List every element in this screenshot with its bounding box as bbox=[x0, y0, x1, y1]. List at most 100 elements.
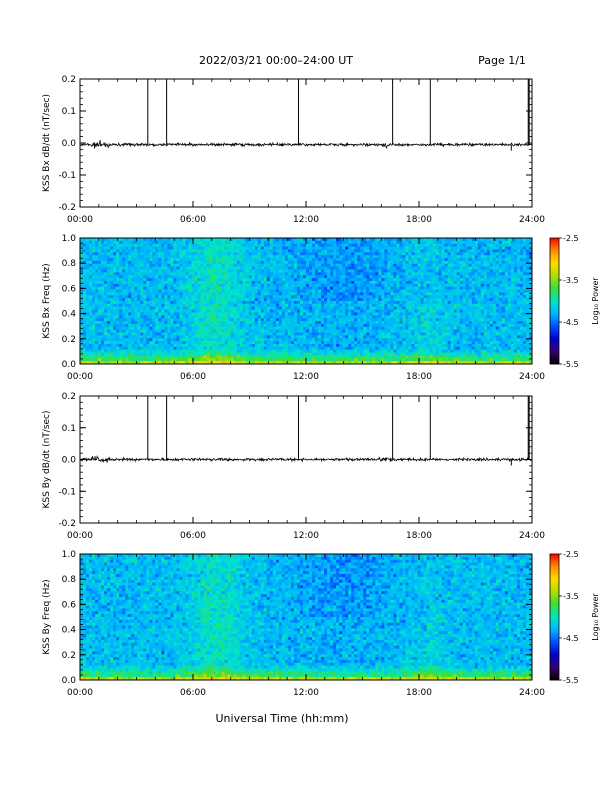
heatmap-cell bbox=[330, 318, 334, 322]
heatmap-cell bbox=[98, 298, 102, 302]
heatmap-cell bbox=[152, 295, 156, 299]
heatmap-cell bbox=[414, 286, 418, 290]
heatmap-cell bbox=[312, 323, 316, 328]
heatmap-cell bbox=[161, 255, 165, 259]
heatmap-cell bbox=[146, 260, 150, 265]
heatmap-cell bbox=[324, 272, 328, 276]
heatmap-cell bbox=[444, 263, 449, 268]
heatmap-cell bbox=[200, 266, 204, 270]
heatmap-cell bbox=[444, 252, 449, 256]
heatmap-cell bbox=[131, 258, 135, 262]
heatmap-cell bbox=[194, 252, 198, 256]
heatmap-cell bbox=[375, 306, 379, 310]
heatmap-cell bbox=[194, 258, 198, 262]
heatmap-cell bbox=[450, 301, 455, 305]
heatmap-cell bbox=[501, 289, 506, 293]
heatmap-cell bbox=[465, 306, 470, 310]
heatmap-cell bbox=[155, 269, 159, 273]
heatmap-cell bbox=[167, 292, 171, 296]
heatmap-cell bbox=[414, 289, 418, 293]
heatmap-cell bbox=[302, 252, 307, 256]
heatmap-cell bbox=[468, 243, 473, 247]
heatmap-cell bbox=[510, 303, 515, 308]
heatmap-cell bbox=[336, 240, 340, 245]
heatmap-cell bbox=[357, 303, 361, 308]
heatmap-cell bbox=[441, 286, 446, 290]
heatmap-cell bbox=[173, 306, 177, 310]
heatmap-cell bbox=[119, 295, 123, 299]
heatmap-cell bbox=[405, 312, 409, 316]
heatmap-cell bbox=[453, 298, 458, 302]
heatmap-cell bbox=[456, 275, 461, 279]
heatmap-cell bbox=[366, 260, 370, 265]
heatmap-cell bbox=[119, 303, 123, 308]
heatmap-cell bbox=[321, 306, 325, 310]
heatmap-cell bbox=[408, 255, 412, 259]
heatmap-cell bbox=[456, 326, 461, 331]
heatmap-cell bbox=[477, 303, 482, 308]
heatmap-cell bbox=[134, 258, 138, 262]
heatmap-cell bbox=[444, 283, 449, 288]
heatmap-cell bbox=[134, 266, 138, 270]
heatmap-cell bbox=[215, 289, 220, 293]
heatmap-cell bbox=[465, 280, 470, 285]
heatmap-cell bbox=[209, 315, 213, 319]
heatmap-cell bbox=[414, 266, 418, 270]
heatmap-cell bbox=[296, 240, 301, 245]
heatmap-cell bbox=[209, 260, 213, 265]
heatmap-cell bbox=[345, 252, 349, 256]
heatmap-cell bbox=[248, 309, 253, 313]
heatmap-cell bbox=[167, 286, 171, 290]
heatmap-cell bbox=[233, 318, 238, 322]
heatmap-cell bbox=[345, 266, 349, 270]
heatmap-cell bbox=[143, 246, 147, 250]
heatmap-cell bbox=[384, 246, 388, 250]
heatmap-cell bbox=[134, 272, 138, 276]
heatmap-cell bbox=[384, 249, 388, 253]
heatmap-cell bbox=[281, 278, 286, 282]
heatmap-cell bbox=[230, 306, 235, 310]
heatmap-cell bbox=[513, 266, 518, 270]
heatmap-cell bbox=[312, 278, 316, 282]
heatmap-cell bbox=[206, 255, 210, 259]
heatmap-cell bbox=[275, 269, 280, 273]
heatmap-cell bbox=[396, 240, 400, 245]
heatmap-cell bbox=[480, 280, 485, 285]
heatmap-cell bbox=[122, 278, 126, 282]
heatmap-cell bbox=[357, 246, 361, 250]
heatmap-cell bbox=[170, 249, 174, 253]
heatmap-cell bbox=[281, 238, 286, 242]
heatmap-cell bbox=[414, 309, 418, 313]
heatmap-cell bbox=[248, 286, 253, 290]
heatmap-cell bbox=[299, 301, 304, 305]
heatmap-cell bbox=[221, 301, 226, 305]
heatmap-cell bbox=[411, 298, 415, 302]
heatmap-cell bbox=[384, 301, 388, 305]
heatmap-cell bbox=[486, 292, 491, 296]
heatmap-cell bbox=[197, 292, 201, 296]
heatmap-cell bbox=[176, 298, 180, 302]
heatmap-cell bbox=[408, 318, 412, 322]
heatmap-cell bbox=[357, 266, 361, 270]
heatmap-cell bbox=[384, 318, 388, 322]
heatmap-cell bbox=[191, 275, 195, 279]
heatmap-cell bbox=[399, 303, 403, 308]
heatmap-cell bbox=[414, 326, 418, 331]
heatmap-cell bbox=[140, 301, 144, 305]
heatmap-cell bbox=[137, 329, 141, 333]
heatmap-cell bbox=[299, 238, 304, 242]
heatmap-cell bbox=[306, 321, 310, 325]
heatmap-cell bbox=[200, 275, 204, 279]
heatmap-cell bbox=[128, 298, 132, 302]
heatmap-cell bbox=[251, 329, 256, 333]
heatmap-cell bbox=[170, 258, 174, 262]
heatmap-cell bbox=[357, 298, 361, 302]
heatmap-cell bbox=[336, 286, 340, 290]
heatmap-cell bbox=[522, 283, 527, 288]
heatmap-cell bbox=[191, 323, 195, 328]
heatmap-cell bbox=[197, 275, 201, 279]
heatmap-cell bbox=[462, 258, 467, 262]
heatmap-cell bbox=[272, 295, 277, 299]
heatmap-cell bbox=[89, 323, 93, 328]
